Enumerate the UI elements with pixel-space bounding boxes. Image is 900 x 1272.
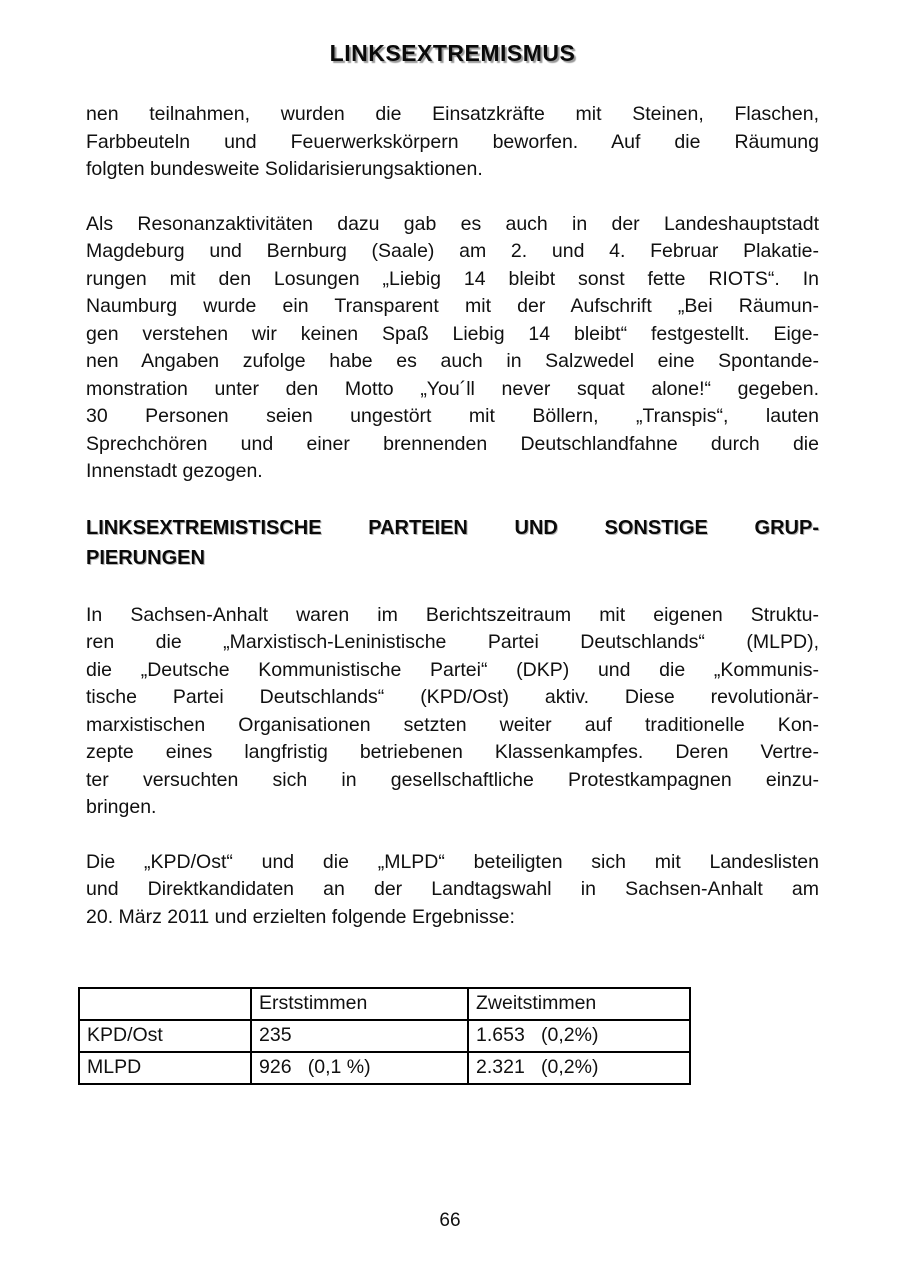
heading-line: PIERUNGEN	[86, 546, 205, 569]
paragraph-3: In Sachsen-Anhalt waren im Berichtszeitr…	[86, 602, 819, 822]
text-line: Innenstadt gezogen.	[86, 460, 263, 482]
text-line: Naumburg wurde ein Transparent mit der A…	[86, 295, 819, 317]
text-line: die „Deutsche Kommunistische Partei“ (DK…	[86, 658, 819, 681]
paragraph-1: nen teilnahmen, wurden die Einsatzkräfte…	[86, 101, 819, 184]
page-content: LINKSEXTREMISMUS nen teilnahmen, wurden …	[0, 40, 900, 1085]
header-cell-empty	[78, 987, 252, 1021]
text-line: tische Partei Deutschlands“ (KPD/Ost) ak…	[86, 686, 819, 708]
paragraph-2: Als Resonanzaktivitäten dazu gab es auch…	[86, 211, 819, 486]
text-line: ter versuchten sich in gesellschaftliche…	[86, 768, 819, 791]
text-line: rungen mit den Losungen „Liebig 14 bleib…	[86, 267, 819, 290]
text-line: bringen.	[86, 796, 157, 818]
table-row: KPD/Ost 235 1.653 (0,2%)	[78, 1019, 691, 1053]
cell-party: KPD/Ost	[78, 1019, 252, 1053]
text-line: marxistischen Organisationen setzten wei…	[86, 713, 819, 736]
header-cell-erststimmen: Erststimmen	[250, 987, 469, 1021]
text-line: ren die „Marxistisch-Leninistische Parte…	[86, 631, 819, 653]
text-line: nen teilnahmen, wurden die Einsatzkräfte…	[86, 103, 819, 125]
cell-erststimmen: 926 (0,1 %)	[250, 1051, 469, 1085]
text-line: folgten bundesweite Solidarisierungsakti…	[86, 158, 483, 180]
page-title: LINKSEXTREMISMUS	[329, 40, 576, 66]
table-header-row: Erststimmen Zweitstimmen	[78, 987, 691, 1021]
text-line: nen Angaben zufolge habe es auch in Salz…	[86, 350, 819, 372]
paragraph-4: Die „KPD/Ost“ und die „MLPD“ beteiligten…	[86, 849, 819, 932]
text-line: monstration unter den Motto „You´ll neve…	[86, 377, 819, 400]
text-line: und Direktkandidaten an der Landtagswahl…	[86, 878, 819, 900]
text-line: zepte eines langfristig betriebenen Klas…	[86, 741, 819, 763]
cell-zweitstimmen: 2.321 (0,2%)	[467, 1051, 691, 1085]
cell-party: MLPD	[78, 1051, 252, 1085]
heading-line: LINKSEXTREMISTISCHE PARTEIEN UND SONSTIG…	[86, 516, 819, 539]
text-line: Farbbeuteln und Feuerwerkskörpern beworf…	[86, 130, 819, 153]
cell-erststimmen: 235	[250, 1019, 469, 1053]
text-line: Die „KPD/Ost“ und die „MLPD“ beteiligten…	[86, 850, 819, 873]
cell-zweitstimmen: 1.653 (0,2%)	[467, 1019, 691, 1053]
table-row: MLPD 926 (0,1 %) 2.321 (0,2%)	[78, 1051, 691, 1085]
page-number: 66	[439, 1210, 461, 1231]
text-line: Als Resonanzaktivitäten dazu gab es auch…	[86, 212, 819, 235]
election-results-table-wrap: Erststimmen Zweitstimmen KPD/Ost 235 1.6…	[78, 987, 819, 1085]
text-line: 20. März 2011 und erzielten folgende Erg…	[86, 905, 515, 928]
election-results-table: Erststimmen Zweitstimmen KPD/Ost 235 1.6…	[78, 987, 691, 1085]
text-line: gen verstehen wir keinen Spaß Liebig 14 …	[86, 322, 819, 345]
text-line: 30 Personen seien ungestört mit Böllern,…	[86, 405, 819, 427]
text-line: Sprechchören und einer brennenden Deutsc…	[86, 432, 819, 455]
text-line: In Sachsen-Anhalt waren im Berichtszeitr…	[86, 603, 819, 626]
header-cell-zweitstimmen: Zweitstimmen	[467, 987, 691, 1021]
section-heading: LINKSEXTREMISTISCHE PARTEIEN UND SONSTIG…	[86, 513, 819, 573]
text-line: Magdeburg und Bernburg (Saale) am 2. und…	[86, 240, 819, 262]
